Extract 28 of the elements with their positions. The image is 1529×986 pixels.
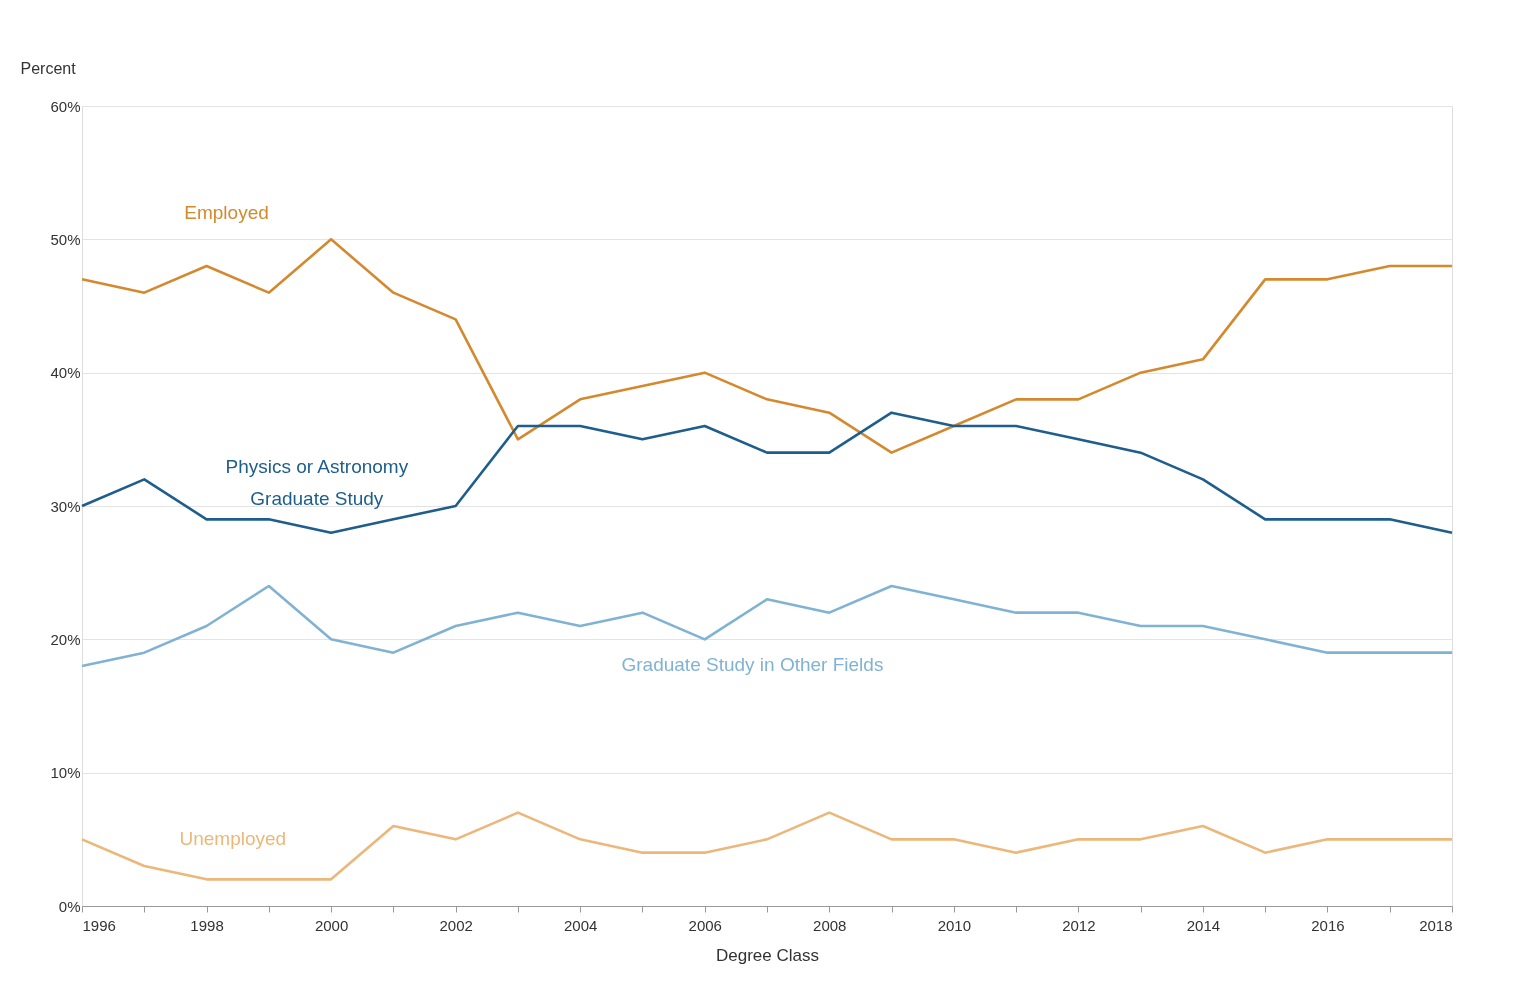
x-axis-title: Degree Class <box>716 945 819 965</box>
y-tick-label: 60% <box>50 97 81 115</box>
y-tick-label: 0% <box>58 897 81 915</box>
x-tick-label: 2000 <box>314 916 349 934</box>
x-tick-label: 2004 <box>563 916 598 934</box>
y-tick-label: 20% <box>50 630 81 648</box>
x-tick-label: 2002 <box>439 916 473 934</box>
series-label: Graduate Study in Other Fields <box>621 653 884 675</box>
y-tick-label: 30% <box>50 497 81 515</box>
line-series <box>80 811 1454 881</box>
series-label: Unemployed <box>179 828 287 850</box>
x-tick-label: 2008 <box>813 916 847 934</box>
series-label: Physics or Astronomy Graduate Study <box>225 456 409 510</box>
y-axis-title: Percent <box>20 59 77 77</box>
x-tick-label: 2006 <box>688 916 722 934</box>
line-series <box>80 238 1454 454</box>
x-tick-label: 2012 <box>1062 916 1096 934</box>
x-tick-label: 1996 <box>82 916 116 934</box>
x-tick-label: 1998 <box>190 916 224 934</box>
y-tick-label: 40% <box>50 364 81 382</box>
x-tick-label: 2018 <box>1419 916 1453 934</box>
y-tick-label: 50% <box>50 230 81 248</box>
text: Employed <box>184 202 269 223</box>
line-series <box>80 411 1454 534</box>
x-tick-label: 2016 <box>1311 916 1345 934</box>
x-tick-label: 2014 <box>1186 916 1221 934</box>
y-tick-label: 10% <box>50 764 81 782</box>
x-tick-label: 2010 <box>937 916 972 934</box>
